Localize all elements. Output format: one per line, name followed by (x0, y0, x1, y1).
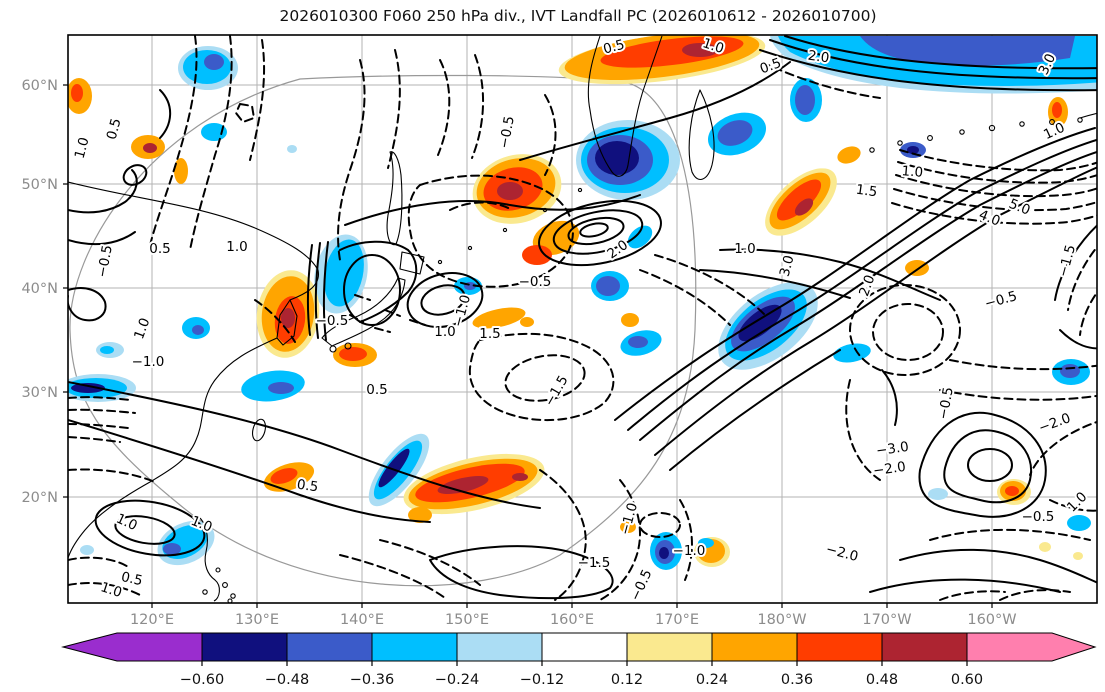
colorbar-segment (711, 632, 798, 662)
lat-tick-label: 30°N (21, 385, 58, 401)
colorbar-tick-label: −0.48 (265, 672, 309, 688)
contour-label: −1.0 (132, 354, 165, 370)
contour-label: 1.0 (734, 241, 755, 257)
colorbar-tick-label: −0.36 (350, 672, 394, 688)
contour-label: 1.0 (901, 163, 924, 181)
contour-label: −0.5 (1022, 509, 1055, 525)
colorbar-tick-label: 0.12 (611, 672, 643, 688)
lat-axis: 60°N 50°N 40°N 30°N 20°N (21, 78, 58, 506)
colorbar-segment (541, 632, 628, 662)
contour-label: −0.5 (519, 274, 552, 290)
shaded-anomalies (68, 35, 1097, 570)
contour-label: 2.0 (807, 48, 831, 67)
contour-label: −1.0 (673, 543, 706, 559)
lon-axis: 120°E 130°E 140°E 150°E 160°E 170°E 180°… (130, 612, 1017, 628)
colorbar-segment (881, 632, 968, 662)
colorbar-segment (286, 632, 373, 662)
contour-label: −0.5 (316, 313, 349, 329)
lon-tick-label: 170°E (655, 612, 699, 628)
colorbar-tick-label: −0.12 (520, 672, 564, 688)
lon-tick-label: 160°W (967, 612, 1016, 628)
lat-tick-label: 60°N (21, 78, 58, 94)
colorbar-tick-label: −0.24 (435, 672, 479, 688)
map-background (68, 35, 1097, 603)
contour-label: 1.5 (479, 326, 500, 342)
contour-label: 0.5 (149, 241, 170, 257)
contour-label: 1.0 (226, 239, 247, 255)
colorbar-tick-label: 0.24 (696, 672, 728, 688)
axis-ticks (63, 84, 993, 608)
colorbar-arrow-left (61, 632, 203, 662)
contour-label: 1.0 (434, 324, 455, 340)
lon-tick-label: 160°E (550, 612, 594, 628)
lat-tick-label: 40°N (21, 281, 58, 297)
contours-solid (68, 35, 1097, 600)
lon-tick-label: 150°E (445, 612, 489, 628)
colorbar-segment (796, 632, 883, 662)
lon-tick-label: 170°W (862, 612, 911, 628)
lon-tick-label: 140°E (340, 612, 384, 628)
figure-title: 2026010300 F060 250 hPa div., IVT Landfa… (279, 7, 876, 25)
lon-tick-label: 180°W (757, 612, 806, 628)
lat-tick-label: 20°N (21, 490, 58, 506)
lat-tick-label: 50°N (21, 177, 58, 193)
contours-dashed (68, 35, 1097, 601)
colorbar-segment (371, 632, 458, 662)
map-frame (67, 34, 1098, 604)
lon-tick-label: 130°E (235, 612, 279, 628)
colorbar-tick-label: 0.36 (781, 672, 813, 688)
colorbar-tick-label: −0.60 (180, 672, 224, 688)
contour-label: −1.5 (578, 555, 611, 571)
colorbar-segment (201, 632, 288, 662)
colorbar-tick-label: 0.48 (866, 672, 898, 688)
contour-label: 0.5 (366, 382, 387, 398)
colorbar: −0.60 −0.48 −0.36 −0.24 −0.12 0.12 0.24 … (61, 632, 1097, 688)
colorbar-arrow-right (966, 632, 1097, 662)
lon-tick-label: 120°E (130, 612, 174, 628)
contour-label: 0.5 (296, 477, 320, 496)
colorbar-segment (626, 632, 713, 662)
contour-label: 1.5 (855, 182, 879, 201)
colorbar-segment (456, 632, 543, 662)
colorbar-tick-label: 0.60 (951, 672, 983, 688)
